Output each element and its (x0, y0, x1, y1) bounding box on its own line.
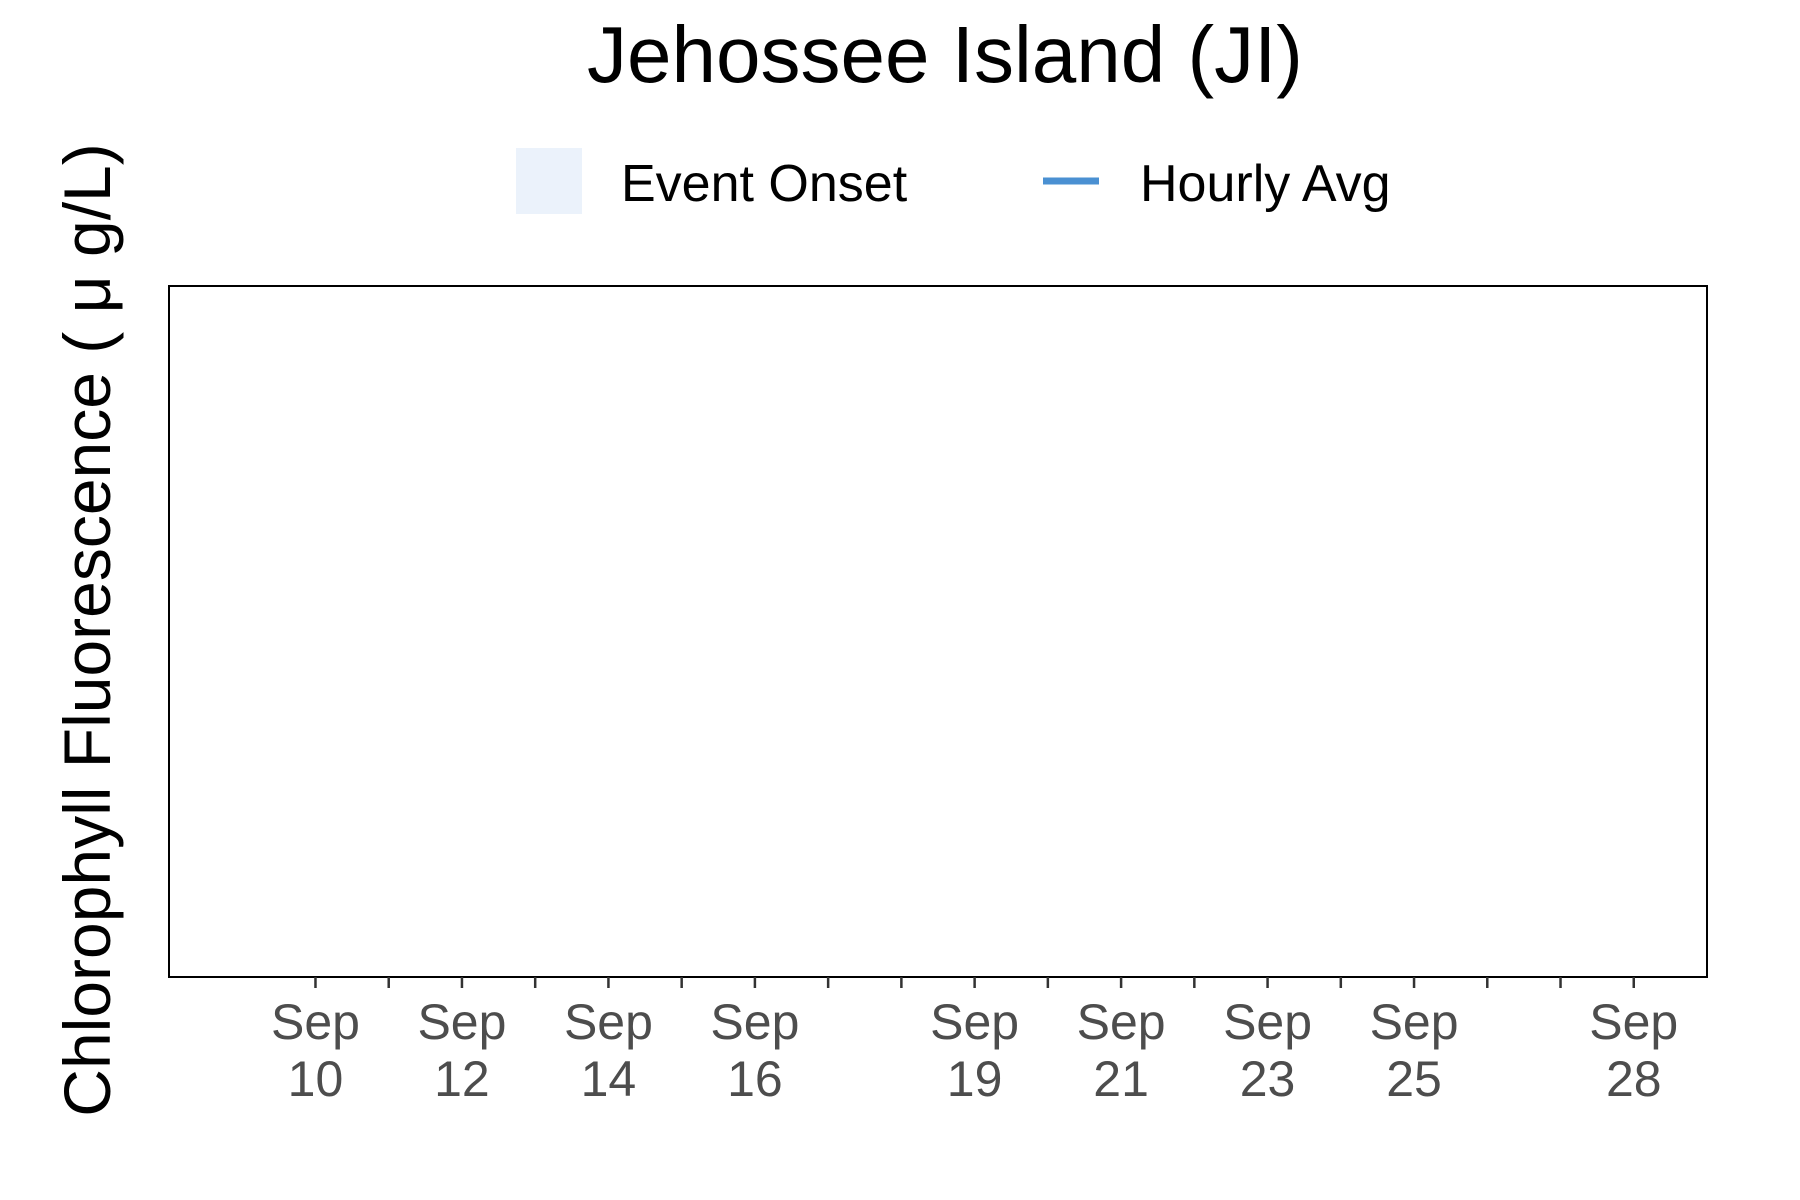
plot-panel (168, 285, 1708, 978)
legend-hourly-avg-label: Hourly Avg (1140, 155, 1391, 213)
x-tick-label-month: Sep (1589, 994, 1678, 1050)
legend: Event Onset Hourly Avg (516, 148, 1391, 214)
chart-title: Jehossee Island (JI) (587, 10, 1303, 99)
x-tick-label-day: 19 (947, 1051, 1003, 1107)
x-tick-label: Sep 23 (1223, 994, 1312, 1107)
x-tick-label-day: 12 (434, 1051, 490, 1107)
x-tick-label-month: Sep (710, 994, 799, 1050)
x-axis-ticks (314, 977, 1636, 988)
x-tick-label-month: Sep (930, 994, 1019, 1050)
x-tick-label: Sep 28 (1589, 994, 1678, 1107)
x-tick-label: Sep 21 (1077, 994, 1166, 1107)
y-axis-title: Chlorophyll Fluorescence ( μ g/L) (50, 143, 124, 1116)
x-tick-label: Sep 25 (1370, 994, 1459, 1107)
legend-event-onset-swatch (516, 148, 582, 214)
x-tick-label-month: Sep (1223, 994, 1312, 1050)
x-tick-label: Sep 19 (930, 994, 1019, 1107)
x-tick-label-month: Sep (417, 994, 506, 1050)
x-tick-label-month: Sep (1077, 994, 1166, 1050)
x-tick-label-day: 14 (581, 1051, 637, 1107)
x-tick-label-month: Sep (564, 994, 653, 1050)
legend-event-onset-label: Event Onset (621, 155, 908, 213)
x-tick-label: Sep 14 (564, 994, 653, 1107)
x-tick-label: Sep 16 (710, 994, 799, 1107)
x-tick-label-month: Sep (1370, 994, 1459, 1050)
x-tick-label-day: 23 (1240, 1051, 1296, 1107)
x-tick-label-day: 21 (1093, 1051, 1149, 1107)
x-tick-label-day: 16 (727, 1051, 783, 1107)
x-tick-label-day: 10 (288, 1051, 344, 1107)
x-tick-label: Sep 12 (417, 994, 506, 1107)
x-tick-label-day: 28 (1606, 1051, 1662, 1107)
x-tick-label-day: 25 (1386, 1051, 1442, 1107)
x-tick-label: Sep 10 (271, 994, 360, 1107)
x-tick-label-month: Sep (271, 994, 360, 1050)
